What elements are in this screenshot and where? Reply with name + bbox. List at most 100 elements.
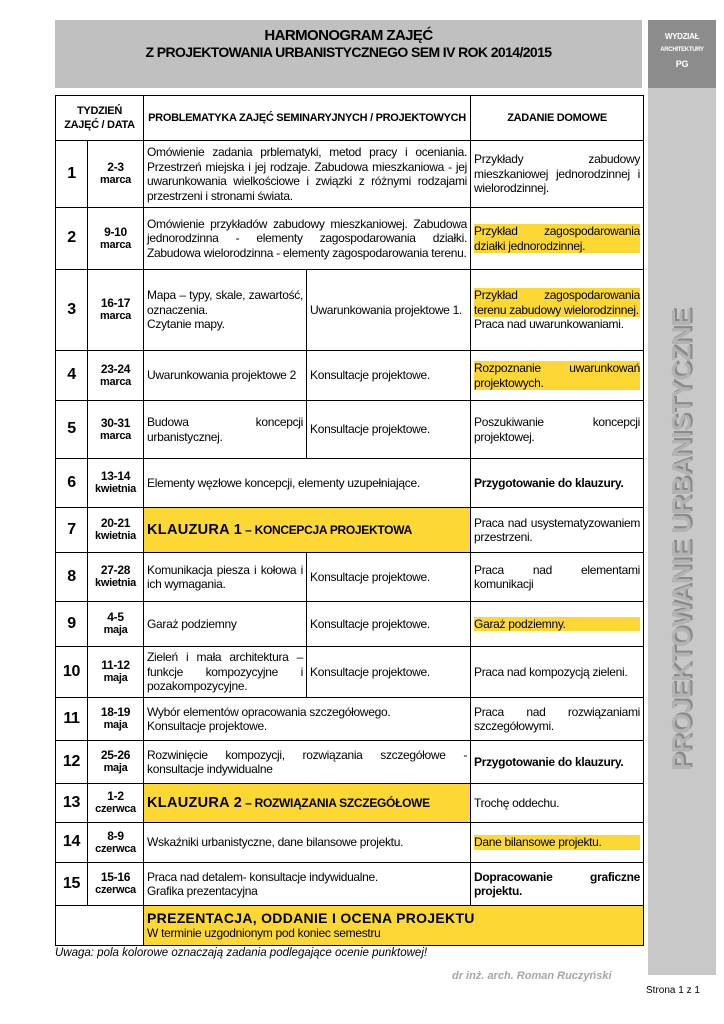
schedule-row: 1 2-3 marca Omówienie zadania prblematyki, … [55, 140, 645, 208]
date: 8-9 czerwca [86, 822, 145, 863]
exercise: Konsultacje projektowe. [306, 552, 472, 602]
homework: Praca nad usystematyzowaniem przestrzeni… [470, 507, 645, 553]
final-note: W terminie uzgodnionym pod koniec semest… [147, 925, 381, 940]
homework: Przykład zagospodarowania terenu zabudow… [470, 269, 645, 351]
homework: Garaż podziemny. [470, 601, 645, 647]
topic: Praca nad detalem- konsultacje indywidua… [143, 862, 472, 906]
topic: Elementy węzłowe koncepcji, elementy uzu… [143, 458, 472, 508]
month: marca [100, 429, 131, 442]
days: 11-12 [101, 658, 130, 672]
week-number: 3 [55, 269, 88, 351]
schedule-row: 3 16-17 marca Mapa – typy, skale, zawartość… [55, 269, 645, 351]
date: 30-31 marca [86, 400, 145, 459]
month: marca [100, 310, 131, 322]
month: marca [100, 238, 131, 251]
topic: Wskaźniki urbanistyczne, dane bilansowe … [143, 822, 472, 863]
days: 16-17 [100, 296, 131, 310]
month: czerwca [95, 884, 136, 896]
days: 18-19 [100, 705, 131, 719]
schedule-row: 10 11-12 maja Zieleń i mała architektura – … [55, 646, 645, 698]
topic: Wybór elementów opracowania szczegółoweg… [143, 697, 472, 741]
homework: Praca nad elementami komunikacji [470, 552, 645, 602]
homework: Przygotowanie do klauzury. [470, 740, 645, 784]
month: kwietnia [95, 577, 137, 589]
days: 4-5 [107, 610, 124, 624]
subtitle: Z PROJEKTOWANIA URBANISTYCZNEGO SEM IV R… [145, 44, 552, 60]
exam-label: KLAUZURA 2 [147, 794, 243, 811]
exercise: Konsultacje projektowe. [306, 400, 472, 459]
homework-item: Przykład zagospodarowania terenu zabudow… [474, 288, 641, 318]
homework-item: Przygotowanie do klauzury. [474, 475, 624, 490]
homework: Poszukiwanie koncepcji projektowej. [470, 400, 645, 459]
homework-item: Praca nad rozwiązaniami szczegółowymi. [474, 704, 641, 734]
month: maja [103, 719, 128, 731]
homework-item: Dopracowanie graficzne projektu. [474, 869, 641, 899]
homework-item: Rozpoznanie uwarunkowań projektowych. [474, 361, 641, 390]
schedule-row: 5 30-31 marca Budowa koncepcji urbanistyczn… [55, 400, 645, 459]
date: 25-26 maja [86, 740, 145, 784]
homework-item: Poszukiwanie koncepcji projektowej. [474, 415, 641, 444]
date: 23-24 marca [86, 350, 145, 401]
header: HARMONOGRAM ZAJĘĆ Z PROJEKTOWANIA URBANI… [55, 20, 642, 88]
homework-item: Praca nad usystematyzowaniem przestrzeni… [474, 515, 641, 545]
days: 9-10 [104, 224, 127, 239]
schedule-row: 6 13-14 kwietnia Elementy węzłowe koncepcji… [55, 458, 645, 508]
department: ARCHITEKTURY [660, 47, 704, 53]
week-number: 11 [55, 697, 88, 741]
schedule-row: 7 20-21 kwietnia KLAUZURA 1 – KONCEPCJA PRO… [55, 507, 645, 553]
homework-item: Dane bilansowe projektu. [474, 835, 641, 850]
schedule-row: 11 18-19 maja Wybór elementów opracowania s… [55, 697, 645, 741]
homework: Dane bilansowe projektu. [470, 822, 645, 863]
month: czerwca [95, 842, 136, 855]
homework-item: Praca nad elementami komunikacji [474, 562, 641, 592]
exam-title: – ROZWIĄZANIA SZCZEGÓŁOWE [245, 795, 430, 810]
month: kwietnia [95, 483, 137, 495]
date: 1-2 czerwca [86, 783, 145, 823]
days: 13-14 [100, 469, 131, 483]
exercise: Konsultacje projektowe. [306, 601, 472, 647]
date: 20-21 kwietnia [86, 507, 145, 553]
tbody: 1 2-3 marca Omówienie zadania prblematyki, … [54, 140, 645, 946]
header-row: TYDZIEŃ ZAJĘĆ / DATA PROBLEMATYKA ZAJĘĆ … [54, 95, 645, 141]
schedule-row: 2 9-10 marca Omówienie przykładów zabudowy … [55, 207, 645, 270]
final-cell: PREZENTACJA, ODDANIE I OCENA PROJEKTU W t… [143, 905, 645, 946]
homework-item: Garaż podziemny. [474, 616, 641, 632]
author: dr inż. arch. Roman Ruczyński [452, 970, 612, 982]
footer-note: Uwaga: pola kolorowe oznaczają zadania p… [55, 947, 428, 959]
lecture: Komunikacja piesza i kołowa i ich wymaga… [143, 552, 308, 602]
homework: Praca nad kompozycją zieleni. [470, 646, 645, 698]
week-number: 15 [55, 862, 88, 906]
month: czerwca [95, 803, 136, 815]
week-number: 7 [55, 507, 88, 553]
exam-title: – KONCEPCJA PROJEKTOWA [245, 522, 412, 537]
schedule-row: 12 25-26 maja Rozwinięcie kompozycji, rozwi… [55, 740, 645, 784]
date: 18-19 maja [86, 697, 145, 741]
lecture: Garaż podziemny [143, 601, 308, 647]
week-number: 5 [55, 400, 88, 459]
topic: Omówienie przykładów zabudowy mieszkanio… [143, 207, 472, 270]
final-row: PREZENTACJA, ODDANIE I OCENA PROJEKTU W t… [54, 905, 645, 946]
date: 16-17 marca [86, 269, 145, 351]
month: marca [100, 375, 131, 388]
homework-item: Praca nad uwarunkowaniami. [474, 317, 624, 332]
days: 30-31 [100, 415, 131, 430]
school: PG [675, 59, 689, 69]
days: 20-21 [100, 516, 131, 530]
date: 11-12 maja [86, 646, 145, 698]
week-number: 6 [55, 458, 88, 508]
date: 4-5 maja [86, 601, 145, 647]
column-header: ZADANIE DOMOWE [470, 95, 645, 141]
schedule-table: TYDZIEŃ ZAJĘĆ / DATA PROBLEMATYKA ZAJĘĆ … [54, 95, 645, 946]
final-title: PREZENTACJA, ODDANIE I OCENA PROJEKTU [147, 910, 475, 926]
week-number: 4 [55, 350, 88, 401]
homework-item: Trochę oddechu. [474, 795, 560, 810]
lecture: Zieleń i mała architektura – funkcje kom… [143, 646, 308, 698]
empty-cell [54, 905, 145, 946]
exam-label: KLAUZURA 1 [147, 521, 243, 538]
schedule-row: 9 4-5 maja Garaż podziemny Konsultacje proje… [55, 601, 645, 647]
exercise: Uwarunkowania projektowe 1. [306, 269, 472, 351]
homework: Trochę oddechu. [470, 783, 645, 823]
lecture: Mapa – typy, skale, zawartość, oznaczeni… [143, 269, 308, 351]
thead: TYDZIEŃ ZAJĘĆ / DATA PROBLEMATYKA ZAJĘĆ … [54, 95, 645, 141]
